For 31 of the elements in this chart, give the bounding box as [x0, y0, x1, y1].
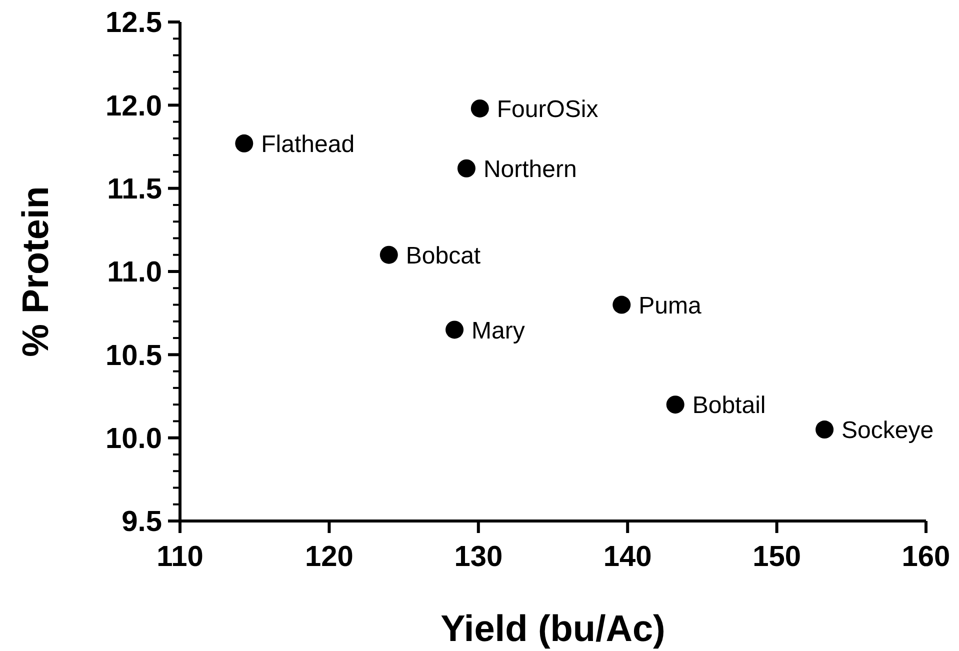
x-tick-label: 160: [902, 541, 950, 573]
annotation: Bobcat: [406, 242, 481, 270]
x-tick-label: 130: [454, 541, 503, 573]
annotation: Puma: [638, 292, 702, 320]
text: 12.0: [106, 90, 162, 122]
annotation: Mary: [472, 317, 525, 344]
point: [816, 420, 834, 439]
y-tick-label: 9.5: [122, 506, 162, 538]
y-axis-title: % Protein: [15, 186, 56, 357]
x-axis-title: Yield (bu/Ac): [440, 608, 666, 649]
point: [457, 159, 476, 178]
y-tick-label: 10.5: [106, 340, 162, 372]
point: [612, 296, 631, 314]
text: 10.0: [106, 422, 162, 455]
point: [446, 320, 464, 339]
x-tick-label: 120: [305, 541, 354, 573]
point: [666, 396, 684, 414]
point: [470, 99, 489, 118]
annotation: Northern: [483, 156, 577, 184]
point: [235, 134, 254, 152]
annotation: FourOSix: [496, 96, 598, 124]
x-tick-label: 140: [603, 541, 652, 573]
y-tick-label: 12.5: [106, 7, 162, 40]
annotation: Bobtail: [692, 392, 766, 420]
annotation: Flathead: [261, 131, 355, 158]
text: 11.0: [107, 256, 162, 289]
x-tick-label: 110: [156, 541, 204, 573]
x-tick-label: 150: [752, 541, 801, 573]
point: [380, 246, 398, 264]
y-tick-label: 11.5: [107, 173, 162, 206]
annotation: Sockeye: [842, 417, 934, 444]
